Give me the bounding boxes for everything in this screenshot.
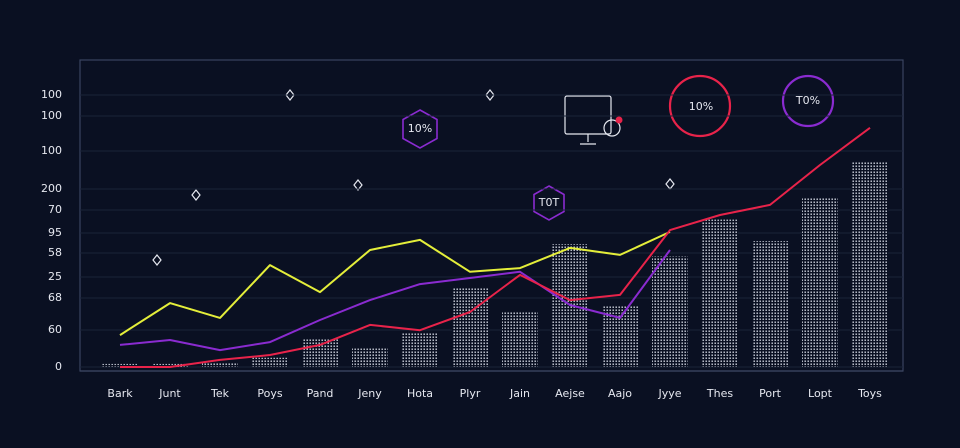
bar — [302, 339, 338, 367]
x-tick-label: Pand — [307, 387, 334, 400]
y-label: 100 — [41, 109, 62, 122]
x-tick-label: Toys — [857, 387, 882, 400]
line-series — [119, 230, 671, 336]
bar — [202, 362, 238, 367]
y-label: 58 — [48, 246, 62, 259]
bar — [352, 348, 388, 367]
diamond — [353, 179, 363, 191]
icon-dot — [615, 116, 623, 124]
line-series — [120, 126, 871, 368]
diamond — [152, 254, 162, 266]
bar — [252, 357, 288, 367]
x-tick-label: Tek — [210, 387, 230, 400]
x-tick-label: Aajo — [608, 387, 632, 400]
diamond — [485, 89, 495, 101]
y-label: 0 — [55, 360, 62, 373]
monitor-icon — [564, 95, 621, 145]
bar — [502, 311, 538, 367]
bar — [652, 256, 688, 367]
y-label: 68 — [48, 291, 62, 304]
diamond — [191, 189, 201, 201]
annotation: 10% — [689, 100, 713, 113]
diamond — [285, 89, 295, 101]
bar — [802, 198, 838, 367]
x-tick-label: Aejse — [555, 387, 585, 400]
y-label: 100 — [41, 144, 62, 157]
y-label: 25 — [48, 270, 62, 283]
x-tick-label: Jain — [509, 387, 530, 400]
x-tick-label: Poys — [257, 387, 282, 400]
x-tick-label: Jyye — [657, 387, 681, 400]
decorations — [152, 74, 835, 266]
y-label: 200 — [41, 182, 62, 195]
x-tick-label: Bark — [107, 387, 133, 400]
y-label: 60 — [48, 323, 62, 336]
bar — [102, 363, 138, 367]
bar — [702, 219, 738, 367]
y-label: 100 — [41, 88, 62, 101]
x-tick-label: Port — [759, 387, 781, 400]
bar — [402, 333, 438, 367]
bar — [152, 363, 188, 367]
y-label: 95 — [48, 226, 62, 239]
x-tick-label: Junt — [158, 387, 181, 400]
ring — [781, 74, 835, 128]
x-tick-label: Jeny — [357, 387, 382, 400]
x-tick-label: Thes — [706, 387, 733, 400]
bar — [752, 241, 788, 367]
ring — [668, 74, 732, 138]
hexagon — [402, 109, 438, 149]
annotation: T0T — [538, 196, 560, 209]
line-series — [119, 249, 671, 352]
annotation: 10% — [408, 122, 432, 135]
y-label: 70 — [48, 203, 62, 216]
x-tick-label: Hota — [407, 387, 433, 400]
bar — [452, 287, 488, 367]
annotation: T0% — [795, 94, 820, 107]
x-tick-label: Lopt — [808, 387, 833, 400]
x-tick-label: Plyr — [460, 387, 481, 400]
hexagon — [533, 185, 565, 221]
bar — [852, 161, 888, 367]
